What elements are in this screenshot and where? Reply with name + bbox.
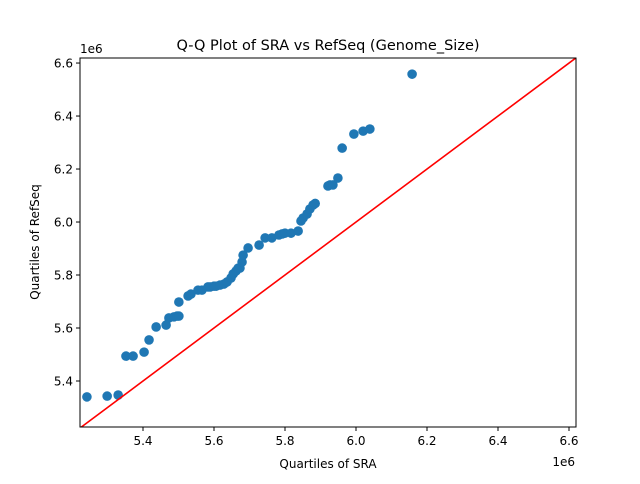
y-tick-label: 5.4 (54, 375, 73, 389)
data-point (144, 335, 154, 345)
data-point (337, 143, 347, 153)
data-point (174, 311, 184, 321)
reference-line (80, 58, 576, 427)
data-point (349, 129, 359, 139)
data-point (186, 289, 196, 299)
data-point (151, 322, 161, 332)
data-point (139, 347, 149, 357)
y-tick-label: 6.2 (54, 163, 73, 177)
data-point (121, 351, 131, 361)
data-point (254, 240, 264, 250)
data-point (365, 124, 375, 134)
y-tick-label: 6.0 (54, 216, 73, 230)
x-tick-label: 6.2 (417, 434, 436, 448)
y-tick-label: 6.6 (54, 57, 73, 71)
x-tick-label: 6.6 (559, 434, 578, 448)
y-tick-label: 5.8 (54, 269, 73, 283)
y-offset-label: 1e6 (80, 42, 103, 56)
data-point (243, 243, 253, 253)
data-point (293, 226, 303, 236)
data-point (174, 297, 184, 307)
data-point (113, 390, 123, 400)
data-point (82, 392, 92, 402)
data-point (238, 250, 248, 260)
data-point (260, 233, 270, 243)
plot-frame (79, 57, 577, 428)
data-point (333, 173, 343, 183)
y-tick-label: 5.6 (54, 322, 73, 336)
data-point (310, 198, 320, 209)
y-tick-label: 6.4 (54, 110, 73, 124)
data-point (328, 180, 338, 190)
x-tick-label: 5.8 (275, 434, 294, 448)
data-point (102, 391, 112, 401)
x-tick-label: 6.4 (488, 434, 507, 448)
x-tick-label: 6.0 (346, 434, 365, 448)
data-point (128, 351, 138, 361)
x-tick-label: 5.4 (133, 434, 152, 448)
chart-title: Q-Q Plot of SRA vs RefSeq (Genome_Size) (176, 38, 479, 54)
x-offset-label: 1e6 (552, 455, 575, 469)
x-axis-label: Quartiles of SRA (279, 457, 377, 471)
y-axis-label: Quartiles of RefSeq (28, 184, 42, 300)
x-tick-label: 5.6 (204, 434, 223, 448)
data-point (407, 69, 417, 79)
